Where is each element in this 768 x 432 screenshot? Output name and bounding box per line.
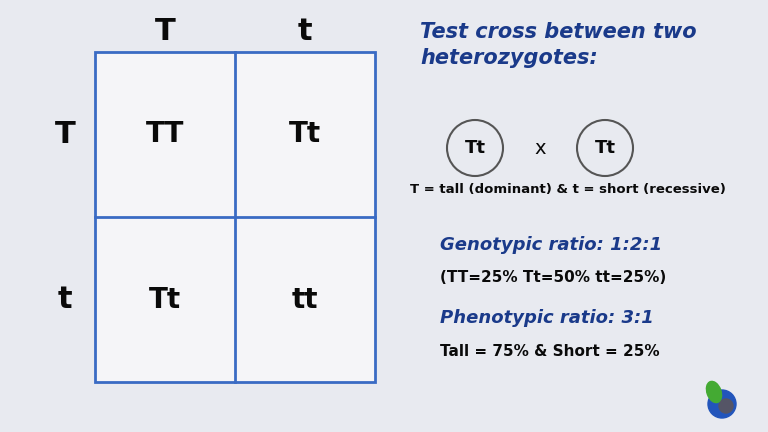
- Text: T: T: [154, 18, 175, 47]
- Text: Tt: Tt: [594, 139, 615, 157]
- Text: T: T: [55, 120, 75, 149]
- Text: t: t: [298, 18, 313, 47]
- Ellipse shape: [707, 381, 722, 403]
- Text: Test cross between two
heterozygotes:: Test cross between two heterozygotes:: [420, 22, 697, 67]
- Text: Genotypic ratio: 1:2:1: Genotypic ratio: 1:2:1: [440, 236, 662, 254]
- Text: Tt: Tt: [465, 139, 485, 157]
- Text: Tt: Tt: [289, 121, 321, 149]
- Text: t: t: [58, 285, 72, 314]
- Text: x: x: [535, 139, 546, 158]
- Text: (TT=25% Tt=50% tt=25%): (TT=25% Tt=50% tt=25%): [440, 270, 667, 286]
- Text: Tt: Tt: [149, 286, 181, 314]
- Text: Phenotypic ratio: 3:1: Phenotypic ratio: 3:1: [440, 309, 654, 327]
- Text: T = tall (dominant) & t = short (recessive): T = tall (dominant) & t = short (recessi…: [410, 184, 726, 197]
- Bar: [95, 52, 375, 382]
- Text: TT: TT: [146, 121, 184, 149]
- Text: tt: tt: [292, 286, 318, 314]
- Ellipse shape: [708, 390, 736, 418]
- Text: Tall = 75% & Short = 25%: Tall = 75% & Short = 25%: [440, 344, 660, 359]
- Ellipse shape: [719, 399, 733, 413]
